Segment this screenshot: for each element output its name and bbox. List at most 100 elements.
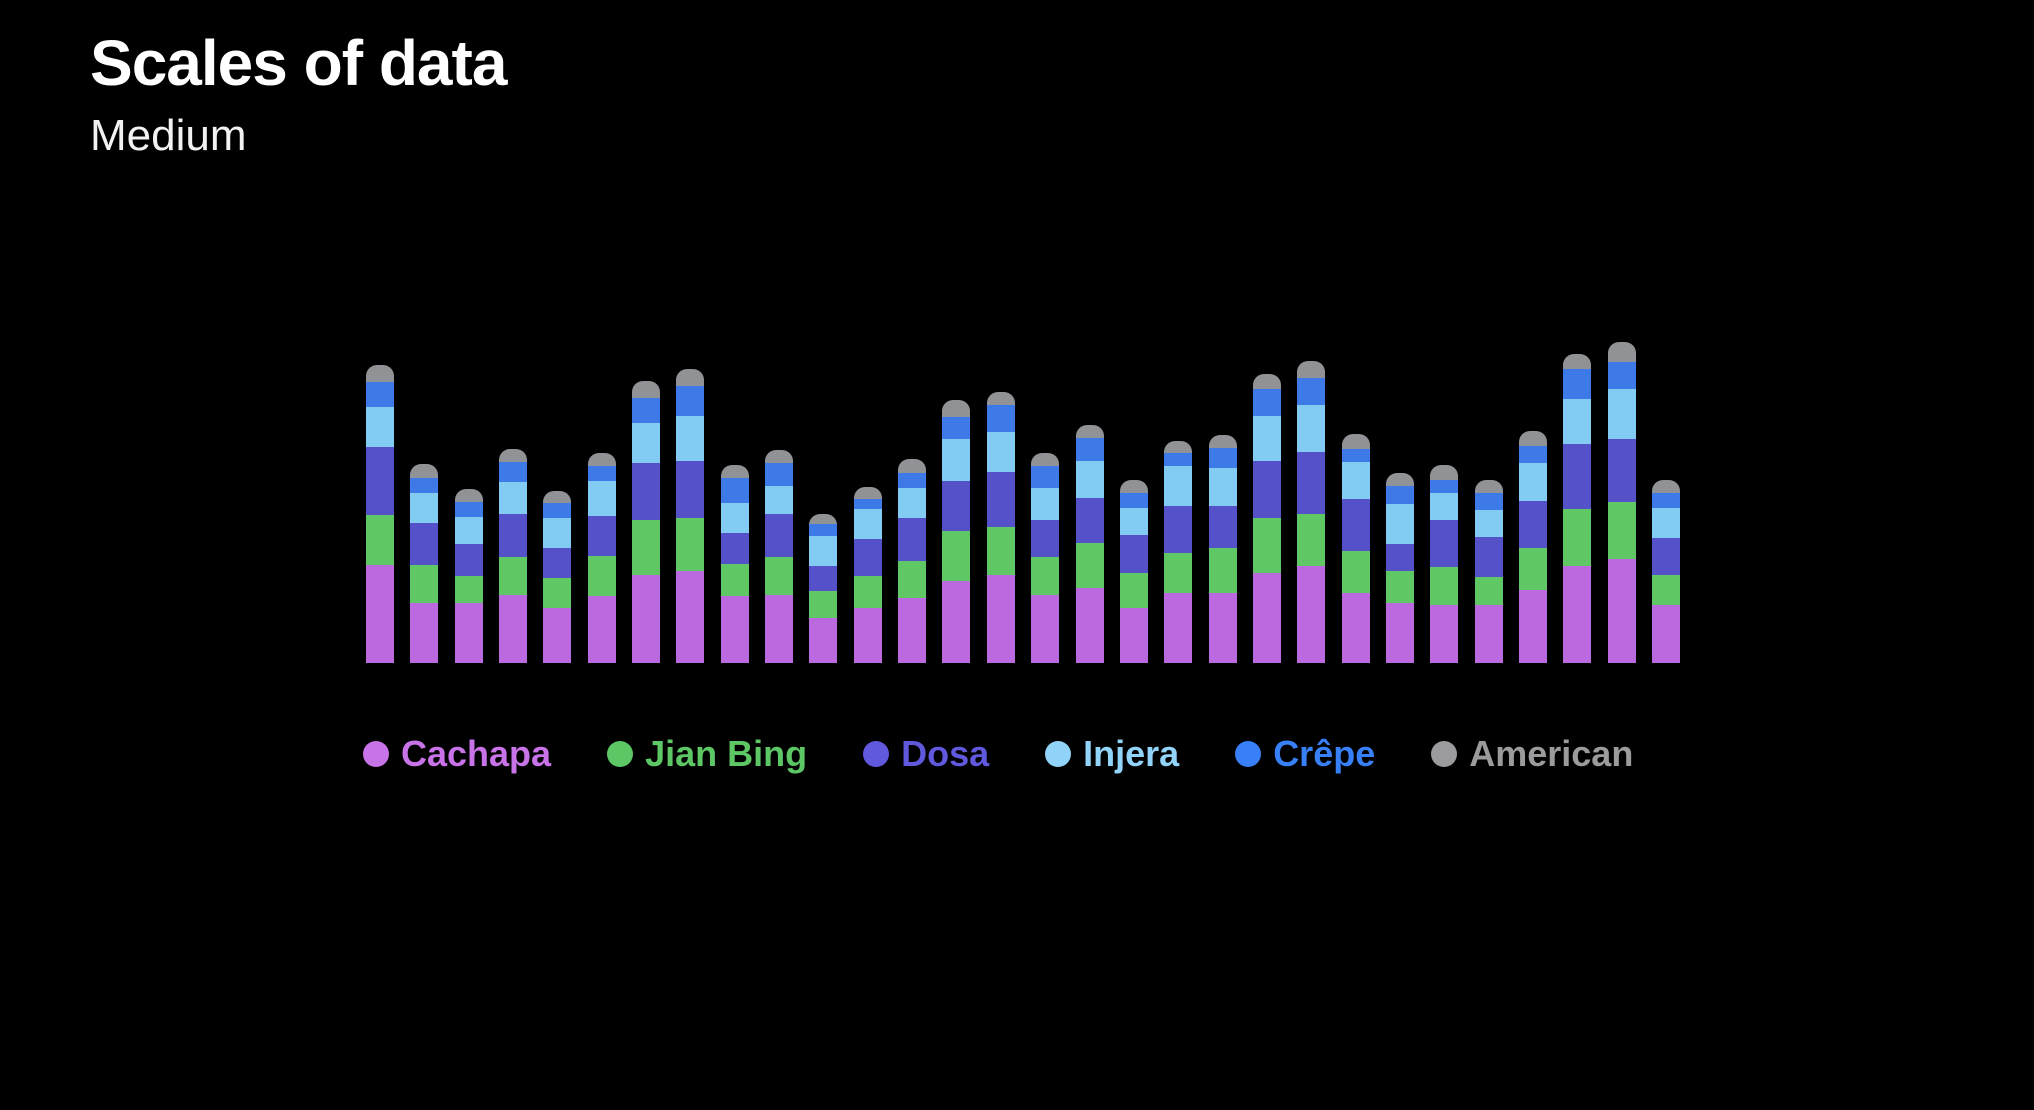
bar-segment-american — [1474, 480, 1503, 493]
bar-segment-jian-bing — [1075, 543, 1104, 588]
bar-segment-crepe — [366, 382, 394, 407]
bar-segment-injera — [1607, 389, 1636, 439]
bar-segment-injera — [410, 493, 439, 523]
bar-segment-crepe — [676, 386, 705, 416]
bar-segment-american — [1518, 431, 1547, 446]
bar-segment-jian-bing — [676, 518, 705, 571]
bar-segment-crepe — [587, 466, 616, 481]
bar-segment-jian-bing — [587, 556, 616, 596]
bar-23 — [1341, 434, 1370, 663]
bar-1 — [366, 365, 394, 663]
bar-25 — [1430, 465, 1459, 663]
bar-segment-american — [1164, 441, 1193, 453]
legend-item-injera: Injera — [1045, 733, 1179, 775]
bar-segment-injera — [1164, 466, 1193, 506]
bar-segment-injera — [587, 481, 616, 516]
bar-segment-crepe — [499, 462, 528, 482]
bar-segment-jian-bing — [1563, 509, 1592, 566]
bar-21 — [1252, 374, 1281, 663]
bar-segment-dosa — [809, 566, 838, 591]
legend-label: American — [1469, 733, 1634, 774]
page-title: Scales of data — [90, 27, 507, 99]
bar-19 — [1164, 441, 1193, 663]
bar-segment-american — [543, 491, 572, 503]
bar-segment-jian-bing — [986, 527, 1015, 575]
bar-segment-dosa — [1474, 537, 1503, 577]
bar-segment-cachapa — [986, 575, 1015, 663]
bar-20 — [1208, 435, 1237, 663]
bar-segment-american — [1075, 425, 1104, 438]
bar-segment-jian-bing — [853, 576, 882, 608]
bar-segment-cachapa — [853, 608, 882, 663]
bar-segment-american — [720, 465, 749, 478]
bar-segment-jian-bing — [1518, 548, 1547, 590]
bar-segment-cachapa — [1474, 605, 1503, 663]
bar-segment-crepe — [942, 417, 971, 439]
chart-legend: Cachapa Jian Bing Dosa Injera Crêpe American — [363, 733, 1633, 775]
bar-segment-cachapa — [1430, 605, 1459, 663]
legend-label: Cachapa — [401, 733, 552, 774]
bar-27 — [1518, 431, 1547, 663]
bar-segment-jian-bing — [942, 531, 971, 581]
bar-11 — [809, 514, 838, 663]
bar-segment-crepe — [898, 473, 927, 488]
legend-item-american: American — [1431, 733, 1633, 775]
legend-dot-icon — [863, 741, 890, 767]
bar-segment-cachapa — [587, 596, 616, 663]
bar-segment-injera — [1297, 405, 1326, 452]
bar-28 — [1563, 354, 1592, 663]
bar-segment-crepe — [632, 398, 661, 423]
bar-3 — [454, 489, 483, 663]
legend-label: Injera — [1083, 733, 1180, 774]
bar-segment-cachapa — [1164, 593, 1193, 663]
bar-segment-jian-bing — [1474, 577, 1503, 605]
bar-segment-american — [366, 365, 394, 382]
bar-segment-dosa — [366, 447, 394, 515]
bar-segment-jian-bing — [1031, 557, 1060, 595]
bar-segment-american — [632, 381, 661, 398]
bar-segment-crepe — [1518, 446, 1547, 463]
bar-2 — [410, 464, 439, 663]
bar-segment-cachapa — [676, 571, 705, 663]
bar-segment-dosa — [1518, 501, 1547, 548]
bar-segment-cachapa — [1075, 588, 1104, 663]
legend-dot-icon — [363, 741, 389, 767]
bar-segment-crepe — [1474, 493, 1503, 510]
bar-segment-dosa — [1651, 538, 1680, 575]
bar-15 — [986, 392, 1015, 663]
bar-segment-injera — [898, 488, 927, 518]
bar-segment-dosa — [942, 481, 971, 531]
bar-segment-injera — [1651, 508, 1680, 538]
bar-segment-injera — [1518, 463, 1547, 501]
bar-segment-cachapa — [1031, 595, 1060, 663]
bar-segment-cachapa — [1607, 559, 1636, 663]
bar-segment-cachapa — [499, 595, 528, 663]
bar-segment-crepe — [986, 405, 1015, 432]
bar-22 — [1297, 361, 1326, 663]
bar-segment-dosa — [587, 516, 616, 556]
bar-segment-crepe — [1430, 480, 1459, 493]
legend-dot-icon — [1235, 741, 1262, 767]
bar-segment-jian-bing — [1297, 514, 1326, 566]
bar-segment-american — [410, 464, 439, 478]
bar-segment-american — [1607, 342, 1636, 362]
bar-7 — [632, 381, 661, 663]
bar-segment-crepe — [1563, 369, 1592, 399]
bar-segment-dosa — [1385, 544, 1414, 571]
bar-segment-cachapa — [1518, 590, 1547, 663]
bar-segment-dosa — [720, 533, 749, 564]
bar-segment-crepe — [454, 502, 483, 517]
bar-segment-dosa — [1119, 535, 1148, 573]
bar-segment-jian-bing — [1430, 567, 1459, 605]
bar-segment-american — [986, 392, 1015, 405]
bar-segment-american — [1651, 480, 1680, 493]
bar-segment-crepe — [1297, 378, 1326, 405]
bar-segment-jian-bing — [543, 578, 572, 608]
bar-6 — [587, 453, 616, 663]
legend-dot-icon — [1431, 741, 1458, 767]
bar-segment-dosa — [543, 548, 572, 578]
bar-5 — [543, 491, 572, 663]
bar-segment-cachapa — [809, 618, 838, 663]
bar-segment-american — [1341, 434, 1370, 449]
bar-segment-cachapa — [454, 603, 483, 663]
